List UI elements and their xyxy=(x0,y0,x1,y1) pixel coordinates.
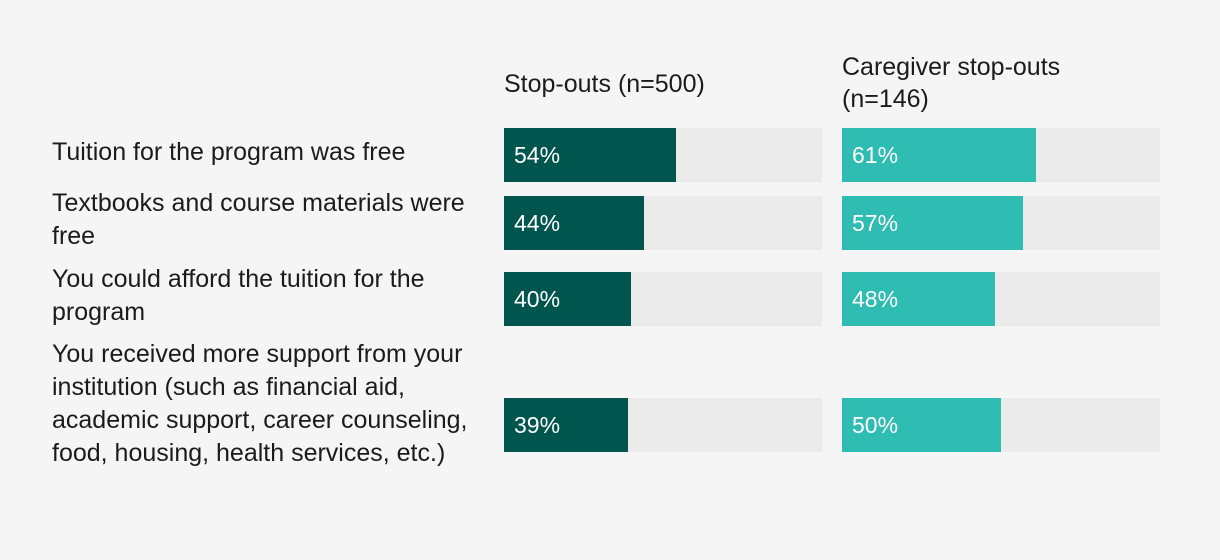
bar-value-label: 50% xyxy=(852,412,899,438)
bar-track-s0-c1: 44% xyxy=(504,196,822,250)
bar-track-s1-c0: 61% xyxy=(842,128,1160,182)
bar-s0-c0: 54% xyxy=(504,128,676,182)
category-label-textbooks-free: Textbooks and course materials were free xyxy=(52,189,465,250)
series-header-caregiver-stop-outs: Caregiver stop-outs (n=146) xyxy=(842,53,1061,113)
bar-track-s1-c3: 50% xyxy=(842,398,1160,452)
bar-s1-c3: 50% xyxy=(842,398,1001,452)
category-label-more-support: You received more support from your inst… xyxy=(52,340,468,467)
bar-value-label: 39% xyxy=(514,412,561,438)
bar-s1-c1: 57% xyxy=(842,196,1023,250)
bar-s0-c1: 44% xyxy=(504,196,644,250)
bar-value-label: 54% xyxy=(514,142,561,168)
bar-value-label: 48% xyxy=(852,286,899,312)
series-header-stop-outs: Stop-outs (n=500) xyxy=(504,70,705,98)
bar-s1-c0: 61% xyxy=(842,128,1036,182)
bar-track-s0-c0: 54% xyxy=(504,128,822,182)
bar-value-label: 57% xyxy=(852,210,899,236)
bar-value-label: 40% xyxy=(514,286,561,312)
category-label-afford-tuition: You could afford the tuition for the pro… xyxy=(52,265,425,326)
bar-s1-c2: 48% xyxy=(842,272,995,326)
bar-track-s0-c2: 40% xyxy=(504,272,822,326)
category-label-tuition-free: Tuition for the program was free xyxy=(52,138,406,166)
bar-track-s1-c1: 57% xyxy=(842,196,1160,250)
bar-track-s1-c2: 48% xyxy=(842,272,1160,326)
bar-value-label: 44% xyxy=(514,210,561,236)
bar-track-s0-c3: 39% xyxy=(504,398,822,452)
bar-s0-c2: 40% xyxy=(504,272,631,326)
bar-s0-c3: 39% xyxy=(504,398,628,452)
bar-value-label: 61% xyxy=(852,142,899,168)
